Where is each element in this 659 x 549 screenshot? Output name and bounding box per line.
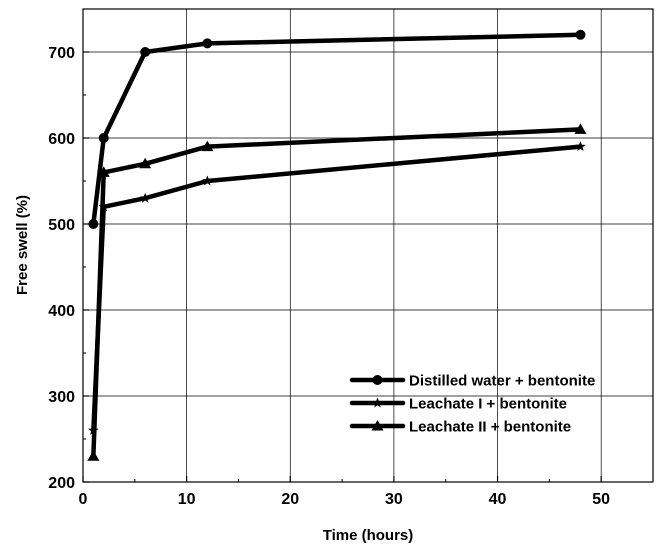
x-tick-label: 30 [385,491,403,508]
circle-marker [98,133,109,143]
legend: Distilled water + bentonite Leachate I + … [349,373,595,436]
triangle-marker [574,123,587,134]
x-tick-label: 20 [281,491,299,508]
x-tick-label: 40 [489,491,507,508]
series-3 [87,123,587,461]
x-axis-title: Time (hours) [323,527,414,544]
y-tick-label: 700 [48,45,75,62]
star-marker [139,192,151,203]
y-axis-title: Free swell (%) [14,195,31,295]
legend-label: Distilled water + bentonite [409,373,595,390]
circle-marker [202,38,213,49]
plot-frame [82,8,654,483]
series-lines [87,29,587,461]
triangle-marker [139,157,152,169]
legend-item: Distilled water + bentonite [349,373,595,390]
y-tick-label: 300 [48,389,75,406]
star-marker [575,141,586,152]
y-tick-label: 600 [48,131,75,148]
triangle-marker [371,420,384,431]
axis-ticks: 200 300 400 500 600 700 0 10 20 30 40 50 [48,45,610,508]
star-marker [372,397,383,408]
x-tick-label: 0 [79,491,88,508]
star-marker [202,175,213,186]
series-2 [88,141,586,435]
x-tick-label: 50 [592,491,610,508]
y-tick-label: 500 [48,217,75,234]
triangle-marker [201,140,214,152]
y-tick-label: 200 [48,475,75,492]
grid [83,9,653,482]
legend-item: Leachate II + bentonite [349,419,571,436]
triangle-marker [87,450,100,461]
circle-marker [575,29,586,40]
legend-label: Leachate I + bentonite [409,396,567,413]
circle-marker [372,375,383,385]
legend-item: Leachate I + bentonite [349,396,567,413]
x-tick-label: 10 [178,491,196,508]
triangle-marker [97,166,110,177]
series-line [91,32,583,227]
legend-label: Leachate II + bentonite [409,419,571,436]
circle-marker [88,219,99,229]
series-1 [88,29,586,229]
y-tick-label: 400 [48,303,75,320]
circle-marker [140,47,151,57]
